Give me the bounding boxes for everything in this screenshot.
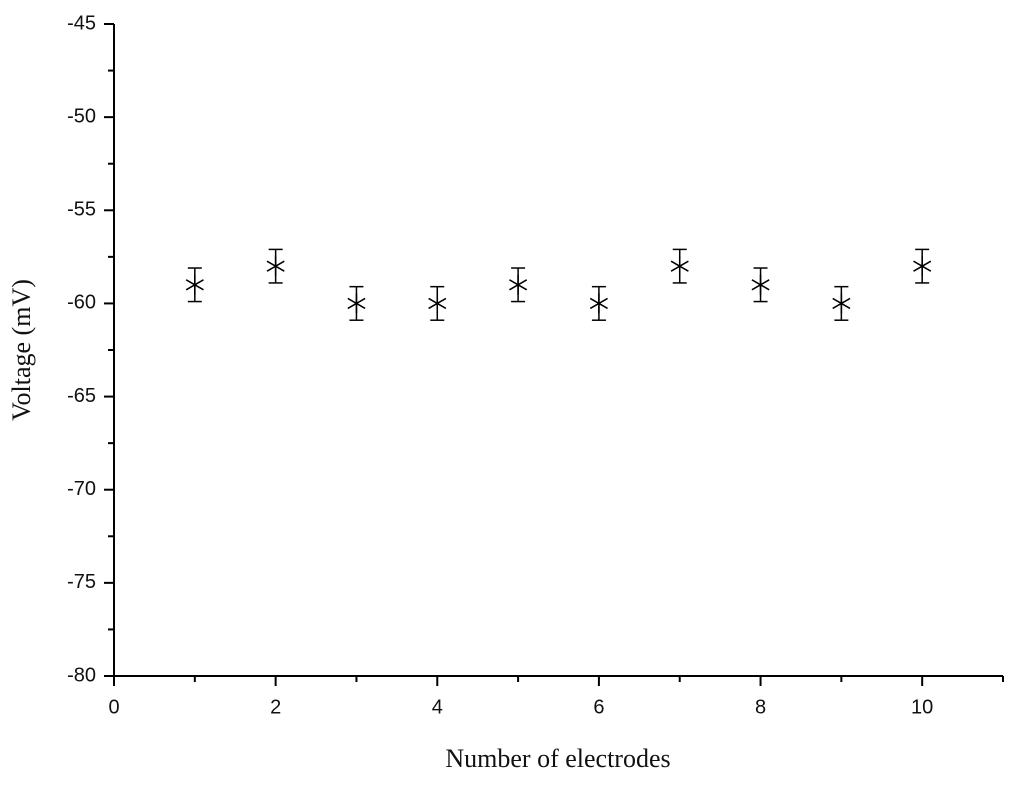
- y-tick-label: -70: [67, 478, 96, 500]
- marker: [428, 293, 447, 314]
- x-tick-label: 4: [432, 696, 443, 718]
- x-axis-label: Number of electrodes: [445, 744, 670, 773]
- marker: [185, 274, 204, 295]
- y-tick-label: -55: [67, 199, 96, 221]
- y-tick-label: -75: [67, 571, 96, 593]
- x-tick-label: 8: [755, 696, 766, 718]
- x-tick-label: 6: [593, 696, 604, 718]
- marker: [913, 256, 932, 277]
- x-tick-label: 0: [108, 696, 119, 718]
- marker: [347, 293, 366, 314]
- y-tick-label: -45: [67, 12, 96, 34]
- y-tick-label: -50: [67, 105, 96, 127]
- marker: [266, 256, 285, 277]
- y-tick-label: -60: [67, 292, 96, 314]
- y-tick-label: -65: [67, 385, 96, 407]
- marker: [509, 274, 528, 295]
- y-axis-label: Voltage (mV): [7, 279, 36, 421]
- x-tick-label: 10: [911, 696, 933, 718]
- marker: [670, 256, 689, 277]
- x-tick-label: 2: [270, 696, 281, 718]
- marker: [589, 293, 608, 314]
- marker: [832, 293, 851, 314]
- marker: [751, 274, 770, 295]
- y-tick-label: -80: [67, 664, 96, 686]
